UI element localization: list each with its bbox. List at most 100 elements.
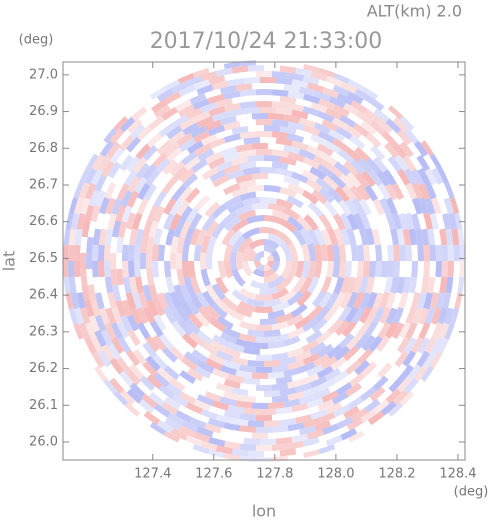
radar-cell [153, 227, 163, 246]
radar-cell [219, 396, 237, 407]
radar-cell [332, 138, 349, 152]
radar-cell [189, 228, 201, 246]
radar-cell [142, 163, 157, 181]
radar-cell [287, 261, 298, 280]
radar-cell [231, 356, 249, 366]
radar-cell [305, 178, 323, 193]
radar-cell [365, 132, 382, 148]
radar-cell [67, 197, 79, 215]
radar-cell [255, 354, 273, 361]
radar-cell [214, 297, 231, 314]
radar-cell [150, 320, 164, 338]
radar-cell [215, 98, 233, 108]
radar-cell [171, 184, 187, 202]
radar-cell [331, 391, 349, 405]
radar-cell [84, 182, 97, 200]
radar-cell [163, 430, 180, 444]
radar-cell [411, 307, 423, 325]
radar-cell [208, 156, 226, 170]
radar-cell [302, 189, 319, 205]
radar-cell [366, 291, 378, 309]
radar-cell [279, 289, 297, 304]
x-tick-label: 127.4 [134, 467, 171, 482]
radar-cell [238, 209, 257, 222]
radar-cell [354, 172, 370, 189]
radar-cell [110, 268, 118, 286]
radar-cell [290, 303, 308, 318]
radar-cell [465, 245, 472, 261]
radar-cell [283, 335, 301, 347]
radar-cell [115, 299, 127, 318]
radar-cell [239, 320, 257, 331]
radar-cell [325, 107, 343, 120]
radar-cell [299, 276, 313, 295]
radar-cell [224, 261, 234, 279]
radar-cell [279, 125, 297, 135]
radar-cell [196, 228, 208, 246]
radar-cell [321, 423, 340, 435]
radar-cell [68, 276, 77, 294]
radar-cell [331, 117, 349, 131]
radar-cell [111, 284, 122, 302]
radar-cell [171, 394, 189, 408]
radar-cell [239, 287, 257, 300]
radar-cell [326, 163, 343, 178]
radar-cell [235, 143, 253, 153]
radar-cell [251, 432, 269, 439]
radar-cell [223, 102, 241, 112]
radar-cell [408, 228, 418, 246]
radar-cell [317, 130, 335, 144]
radar-cell [287, 151, 305, 163]
radar-cell [286, 313, 304, 327]
radar-cell [135, 276, 144, 294]
radar-cell [90, 336, 104, 354]
radar-cell [318, 444, 336, 456]
radar-cell [152, 354, 168, 370]
radar-cell [67, 307, 79, 325]
radar-cell [344, 261, 352, 278]
radar-cell [279, 417, 297, 427]
radar-cell [86, 236, 94, 254]
radar-cell [204, 201, 221, 218]
radar-cell [343, 405, 360, 420]
radar-cell [399, 390, 416, 407]
radar-cell [211, 111, 229, 122]
radar-cell [411, 197, 423, 215]
radar-cell [254, 253, 262, 261]
radar-cell [427, 228, 436, 246]
radar-cell [356, 111, 374, 126]
radar-cell [387, 244, 394, 261]
radar-cell [136, 125, 153, 141]
radar-cell [224, 195, 242, 209]
radar-cell [379, 197, 392, 215]
radar-cell [418, 322, 431, 340]
radar-cell [111, 337, 125, 354]
radar-cell [181, 333, 198, 349]
radar-cell [302, 106, 320, 117]
radar-cell [145, 335, 160, 353]
radar-cell [267, 340, 285, 349]
radar-cell [356, 261, 364, 278]
radar-cell [227, 200, 245, 214]
radar-cell [255, 426, 273, 434]
radar-cell [116, 183, 130, 201]
radar-cell [385, 118, 402, 134]
radar-cell [377, 362, 393, 379]
radar-cell [384, 321, 398, 339]
radar-cell [371, 228, 381, 246]
radar-cell [325, 291, 339, 310]
radar-cell [125, 349, 141, 367]
radar-cell [193, 399, 211, 412]
radar-cell [194, 365, 212, 379]
radar-cell [333, 161, 351, 177]
radar-cell [317, 164, 334, 179]
radar-cell [364, 184, 378, 202]
radar-cell [359, 212, 372, 230]
radar-cell [360, 408, 377, 423]
radar-cell [189, 212, 203, 231]
radar-cell [341, 184, 357, 202]
radar-cell [215, 445, 233, 455]
radar-cell [354, 333, 370, 350]
radar-cell [391, 212, 403, 230]
radar-cell [291, 140, 309, 151]
